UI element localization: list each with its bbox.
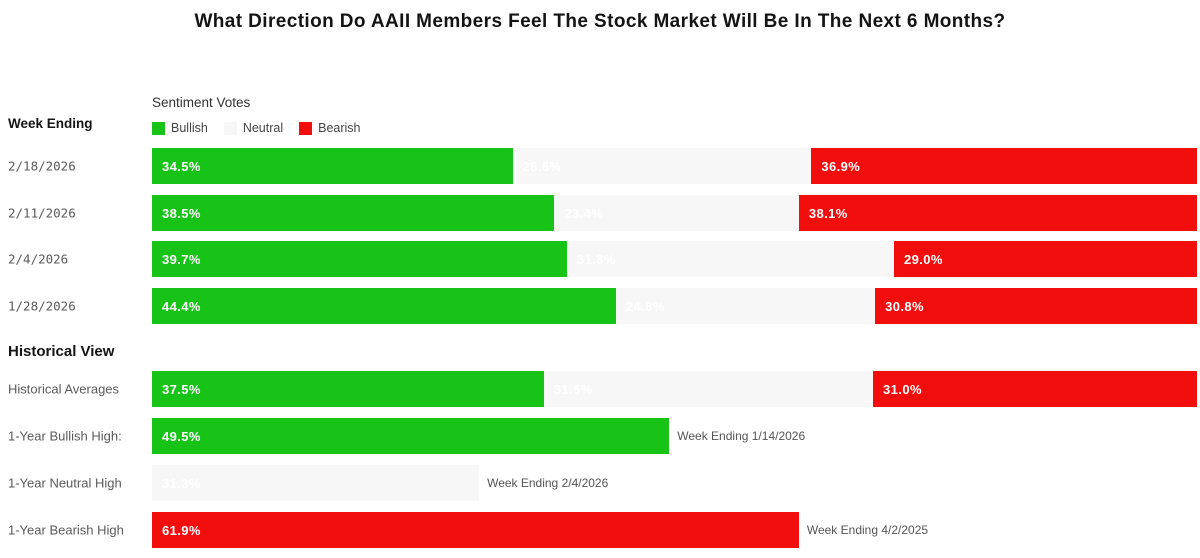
weekly-row: 2/4/2026 39.7% 31.3% 29.0%: [0, 241, 1197, 277]
bearish-value-label: 36.9%: [821, 158, 861, 174]
historical-row: 1-Year Bearish High 61.9% Week Ending 4/2/…: [0, 512, 1197, 548]
bearish-bar-segment: 38.1%: [798, 195, 1197, 231]
bearish-value-label: 38.1%: [808, 205, 848, 221]
bearish-bar-segment: 36.9%: [811, 148, 1197, 184]
chart-title: What Direction Do AAII Members Feel The …: [194, 11, 1006, 32]
bullish-value-label: 49.5%: [162, 428, 201, 444]
historical-row: 1-Year Bullish High: 49.5% Week Ending 1/1…: [0, 418, 1197, 454]
neutral-bar-segment: 31.5%: [543, 371, 874, 407]
weekly-row: 2/11/2026 38.5% 23.4% 38.1%: [0, 195, 1197, 231]
bearish-value-label: 30.8%: [885, 298, 924, 314]
historical-bar-track: 37.5% 31.5% 31.0%: [152, 371, 1197, 407]
bearish-bar-segment: 30.8%: [875, 288, 1197, 324]
weekly-row: 2/18/2026 34.5% 28.6% 36.9%: [0, 148, 1197, 184]
bearish-value-label: 31.0%: [883, 381, 922, 397]
historical-bar-track: 31.3% Week Ending 2/4/2026: [152, 465, 1197, 501]
historical-row-label: Historical Averages: [8, 381, 120, 397]
weekly-bar-track: 38.5% 23.4% 38.1%: [152, 195, 1197, 231]
bullish-value-label: 34.5%: [162, 158, 201, 174]
bearish-value-label: 61.9%: [162, 522, 201, 538]
weekly-row-label: 2/4/2026: [8, 251, 69, 267]
bullish-bar-segment: 34.5%: [152, 148, 513, 184]
historical-bar-track: 49.5% Week Ending 1/14/2026: [152, 418, 1197, 454]
bullish-value-label: 38.5%: [162, 205, 201, 221]
bullish-bar-segment: 49.5%: [152, 418, 670, 454]
bullish-value-label: 44.4%: [162, 298, 201, 314]
historical-view-section-label: Historical View: [8, 343, 115, 360]
bullish-value-label: 39.7%: [162, 251, 201, 267]
neutral-value-label: 31.5%: [553, 381, 593, 397]
bearish-value-label: 29.0%: [903, 251, 943, 267]
historical-row-label: 1-Year Bearish High: [8, 522, 124, 538]
weekly-row-label: 2/18/2026: [8, 158, 76, 174]
week-ending-section-label: Week Ending: [8, 116, 93, 131]
weekly-bar-track: 39.7% 31.3% 29.0%: [152, 241, 1197, 277]
neutral-bar-segment: 24.8%: [615, 288, 876, 324]
bearish-bar-segment: 29.0%: [893, 241, 1197, 277]
historical-row-label: 1-Year Neutral High: [8, 475, 122, 491]
weekly-row-label: 1/28/2026: [8, 298, 76, 314]
bar-annotation: Week Ending 1/14/2026: [677, 429, 806, 443]
neutral-value-label: 31.3%: [576, 251, 616, 267]
legend: Bullish Neutral Bearish: [152, 121, 377, 135]
neutral-value-label: 28.6%: [522, 158, 562, 174]
bullish-value-label: 37.5%: [162, 381, 201, 397]
legend-item-neutral: Neutral: [223, 121, 284, 135]
weekly-row: 1/28/2026 44.4% 24.8% 30.8%: [0, 288, 1197, 324]
legend-item-label: Bullish: [171, 121, 208, 135]
bullish-swatch-icon: [152, 121, 165, 135]
weekly-bar-track: 44.4% 24.8% 30.8%: [152, 288, 1197, 324]
neutral-bar-segment: 28.6%: [512, 148, 812, 184]
legend-item-bearish: Bearish: [299, 121, 361, 135]
bar-annotation: Week Ending 4/2/2025: [806, 523, 929, 537]
bullish-bar-segment: 44.4%: [152, 288, 616, 324]
legend-title: Sentiment Votes: [152, 95, 251, 110]
bearish-bar-segment: 31.0%: [873, 371, 1197, 407]
bullish-bar-segment: 37.5%: [152, 371, 544, 407]
weekly-bar-track: 34.5% 28.6% 36.9%: [152, 148, 1197, 184]
bullish-bar-segment: 38.5%: [152, 195, 555, 231]
bar-annotation: Week Ending 2/4/2026: [487, 476, 609, 490]
neutral-value-label: 24.8%: [625, 298, 665, 314]
legend-item-bullish: Bullish: [152, 121, 208, 135]
neutral-bar-segment: 31.3%: [566, 241, 894, 277]
historical-row-label: 1-Year Bullish High:: [8, 428, 122, 444]
legend-item-label: Bearish: [318, 121, 361, 135]
bearish-bar-segment: 61.9%: [152, 512, 799, 548]
historical-row: Historical Averages 37.5% 31.5% 31.0%: [0, 371, 1197, 407]
legend-item-label: Neutral: [242, 121, 284, 135]
weekly-row-label: 2/11/2026: [8, 205, 76, 221]
historical-row: 1-Year Neutral High 31.3% Week Ending 2/4/…: [0, 465, 1197, 501]
neutral-bar-segment: 31.3%: [152, 465, 480, 501]
neutral-value-label: 31.3%: [162, 475, 201, 491]
bearish-swatch-icon: [299, 121, 313, 135]
historical-bar-track: 61.9% Week Ending 4/2/2025: [152, 512, 1197, 548]
neutral-bar-segment: 23.4%: [554, 195, 799, 231]
neutral-value-label: 23.4%: [564, 205, 604, 221]
neutral-swatch-icon: [223, 121, 237, 135]
bullish-bar-segment: 39.7%: [152, 241, 567, 277]
